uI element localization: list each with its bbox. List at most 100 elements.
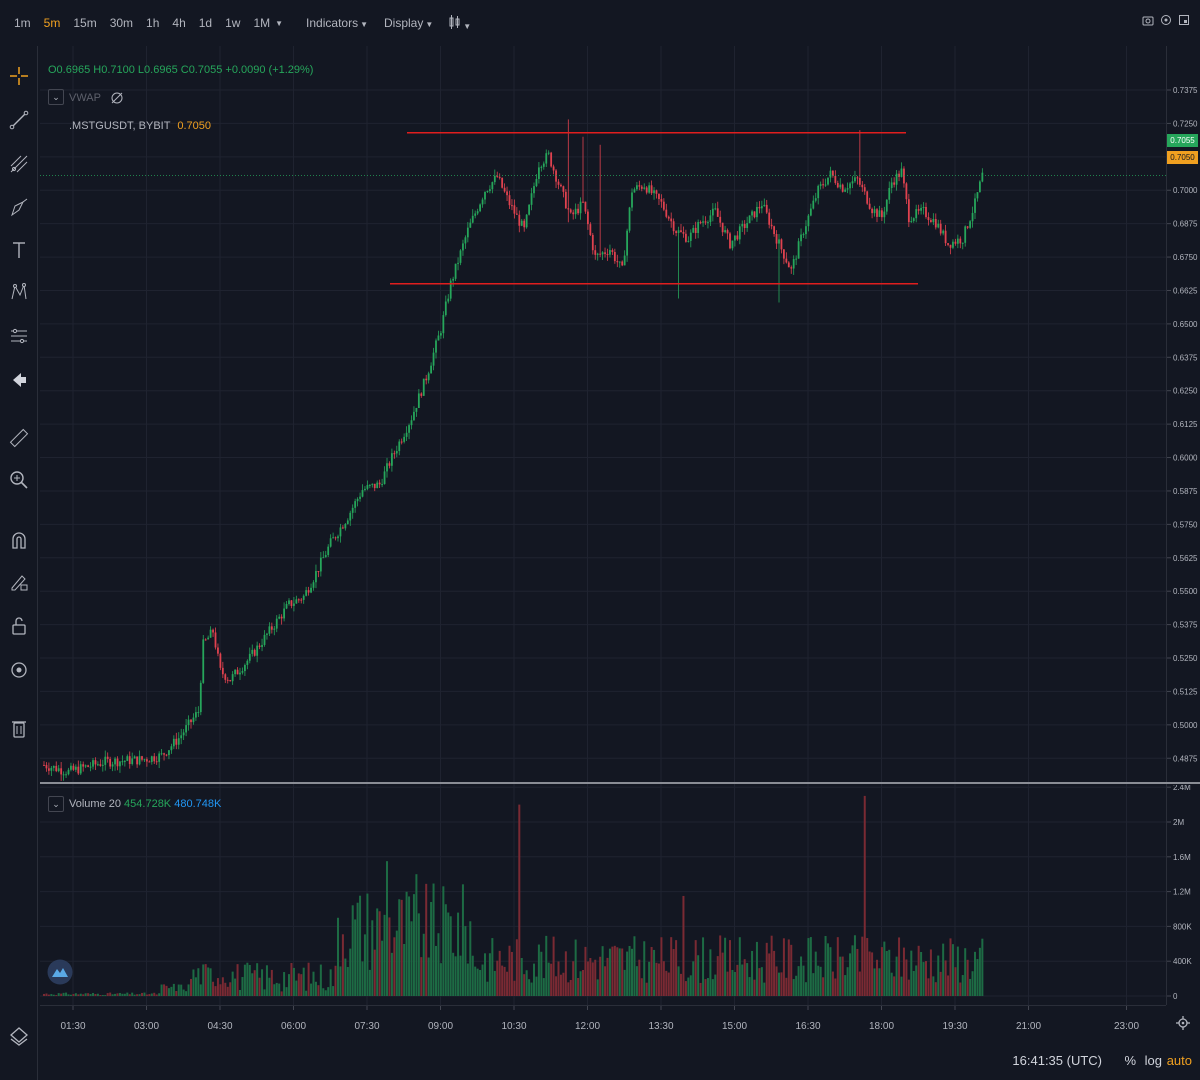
- timeframe-more-chevron-icon[interactable]: ▼: [275, 18, 284, 28]
- timeframe-4h[interactable]: 4h: [172, 16, 186, 30]
- volume-bar: [591, 962, 594, 996]
- text-icon: [13, 242, 25, 258]
- ruler-tool[interactable]: [7, 426, 31, 450]
- timeframe-1h[interactable]: 1h: [146, 16, 160, 30]
- candle-body: [650, 185, 653, 194]
- candle-body: [577, 208, 579, 214]
- magnet-tool[interactable]: [7, 528, 31, 552]
- volume-bar: [324, 990, 327, 996]
- layers-tool[interactable]: [7, 1024, 31, 1048]
- volume-chart-canvas[interactable]: [40, 785, 1166, 1005]
- volume-bar: [824, 936, 827, 996]
- delete-tool[interactable]: [7, 716, 31, 740]
- volume-bar: [464, 926, 467, 996]
- back-tool[interactable]: [7, 368, 31, 392]
- indicators-button[interactable]: Indicators ▼: [306, 16, 368, 30]
- volume-bar: [898, 937, 901, 996]
- display-button[interactable]: Display ▼: [384, 16, 433, 30]
- volume-bar: [978, 947, 981, 996]
- percent-scale-button[interactable]: %: [1124, 1053, 1136, 1068]
- candle-body: [895, 173, 898, 185]
- indicators-label: Indicators: [306, 16, 359, 30]
- visibility-tool[interactable]: [7, 658, 31, 682]
- trendline-tool[interactable]: [7, 108, 31, 132]
- lock-tool[interactable]: [7, 614, 31, 638]
- timeframe-1d[interactable]: 1d: [198, 16, 213, 30]
- brush-tool[interactable]: [7, 196, 31, 220]
- volume-bar: [579, 971, 582, 996]
- volume-bar: [471, 955, 474, 996]
- candle-body: [332, 537, 334, 539]
- candle-body: [45, 765, 48, 769]
- last-price-tag: 0.7055: [1167, 134, 1198, 147]
- volume-bar: [542, 978, 545, 996]
- volume-chart[interactable]: ⌄ Volume 20 454.728K 480.748K: [40, 785, 1166, 1005]
- candle-body: [760, 206, 763, 209]
- fullscreen-icon[interactable]: [1178, 14, 1190, 26]
- candle-body: [177, 738, 180, 745]
- volume-bar: [123, 993, 126, 996]
- lock-drawing-tool[interactable]: [7, 570, 31, 594]
- pattern-tool[interactable]: [7, 280, 31, 304]
- volume-bar: [79, 993, 82, 996]
- settings-icon[interactable]: [1160, 14, 1172, 26]
- volume-bar: [435, 945, 437, 996]
- timeframe-15m[interactable]: 15m: [73, 16, 97, 30]
- utc-clock[interactable]: 16:41:35 (UTC): [1012, 1053, 1102, 1068]
- candle-body: [621, 261, 624, 266]
- candle-body: [533, 186, 535, 194]
- pane-divider[interactable]: [40, 782, 1200, 784]
- volume-bar: [163, 984, 166, 996]
- volume-bar: [216, 978, 219, 996]
- volume-bar: [145, 994, 148, 996]
- volume-bar: [790, 944, 793, 996]
- timeframe-1M[interactable]: 1M: [253, 16, 271, 30]
- timeframe-1m[interactable]: 1m: [14, 16, 31, 30]
- candle-body: [447, 298, 450, 302]
- candle-body: [106, 756, 109, 759]
- hidden-eye-icon[interactable]: [110, 91, 124, 105]
- volume-bar: [616, 947, 619, 996]
- chart-type-button[interactable]: ▼: [449, 14, 471, 32]
- auto-scale-button[interactable]: auto: [1166, 1053, 1192, 1068]
- candle-body: [959, 238, 962, 244]
- volume-bar: [530, 982, 533, 996]
- volume-collapse-chevron-icon[interactable]: ⌄: [48, 796, 64, 812]
- volume-bar: [312, 971, 315, 996]
- candle-body: [785, 258, 788, 263]
- measure-projection-tool[interactable]: [7, 324, 31, 348]
- candle-body: [665, 209, 668, 217]
- candle-body: [552, 166, 555, 171]
- price-chart[interactable]: O0.6965 H0.7100 L0.6965 C0.7055 +0.0090 …: [40, 46, 1166, 793]
- log-scale-button[interactable]: log: [1144, 1053, 1162, 1068]
- volume-bar: [510, 951, 513, 996]
- text-tool[interactable]: [7, 238, 31, 262]
- volume-bar: [829, 947, 832, 996]
- camera-icon[interactable]: [1142, 14, 1154, 26]
- candle-body: [354, 501, 357, 508]
- timeframe-5m[interactable]: 5m: [43, 16, 61, 30]
- chart-settings-gear-icon[interactable]: [1176, 1016, 1190, 1030]
- volume-bar: [954, 967, 957, 996]
- candle-body: [498, 176, 501, 178]
- timeframe-1w[interactable]: 1w: [225, 16, 241, 30]
- volume-bar: [351, 905, 354, 996]
- candle-body: [653, 190, 655, 194]
- crosshair-tool[interactable]: [7, 64, 31, 88]
- zoom-tool[interactable]: [7, 468, 31, 492]
- volume-bar: [755, 941, 758, 996]
- time-axis[interactable]: 01:30 03:00 04:30 06:00 07:30 09:00 10:30 12:00…: [40, 1005, 1166, 1044]
- volume-axis[interactable]: 2.4M 2M 1.6M 1.2M 800K 400K 0: [1166, 783, 1200, 1005]
- volume-bar: [880, 947, 883, 996]
- fib-tool[interactable]: [7, 152, 31, 176]
- candle-body: [809, 208, 812, 216]
- volume-bar: [775, 966, 778, 996]
- candle-body: [981, 172, 984, 182]
- timeframe-30m[interactable]: 30m: [109, 16, 134, 30]
- time-tick-label: 13:30: [648, 1021, 673, 1032]
- volume-bar: [922, 962, 925, 996]
- indicator-collapse-chevron-icon[interactable]: ⌄: [48, 89, 64, 105]
- time-tick-label: 03:00: [134, 1021, 159, 1032]
- price-chart-canvas[interactable]: [40, 46, 1166, 793]
- volume-bar: [354, 919, 357, 996]
